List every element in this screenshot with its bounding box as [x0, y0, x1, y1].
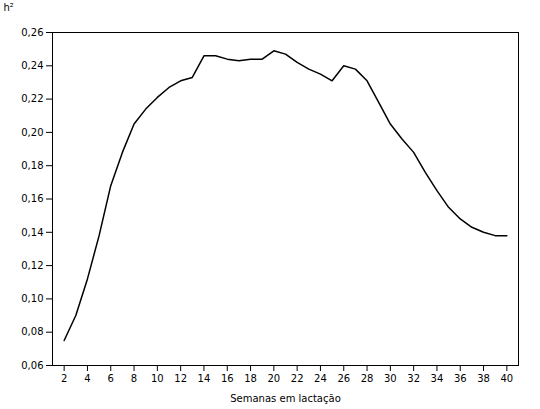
svg-text:0,16: 0,16	[21, 193, 43, 204]
svg-text:38: 38	[477, 373, 490, 384]
svg-text:10: 10	[151, 373, 164, 384]
svg-text:0,26: 0,26	[21, 27, 43, 38]
svg-text:16: 16	[221, 373, 234, 384]
svg-text:Semanas em lactação: Semanas em lactação	[230, 393, 341, 404]
svg-text:0,22: 0,22	[21, 93, 43, 104]
svg-text:18: 18	[244, 373, 257, 384]
svg-text:0,12: 0,12	[21, 260, 43, 271]
svg-text:0,08: 0,08	[21, 326, 43, 337]
svg-text:14: 14	[198, 373, 211, 384]
svg-text:40: 40	[500, 373, 513, 384]
svg-text:12: 12	[174, 373, 187, 384]
svg-text:0,06: 0,06	[21, 360, 43, 371]
svg-text:0,14: 0,14	[21, 227, 43, 238]
svg-text:34: 34	[431, 373, 444, 384]
svg-text:0,20: 0,20	[21, 127, 43, 138]
svg-text:0,18: 0,18	[21, 160, 43, 171]
svg-text:28: 28	[361, 373, 374, 384]
svg-text:24: 24	[314, 373, 327, 384]
svg-text:22: 22	[291, 373, 304, 384]
svg-text:20: 20	[267, 373, 280, 384]
svg-text:6: 6	[108, 373, 114, 384]
svg-text:30: 30	[384, 373, 397, 384]
svg-text:26: 26	[337, 373, 350, 384]
svg-text:0,10: 0,10	[21, 293, 43, 304]
svg-text:0,24: 0,24	[21, 60, 43, 71]
svg-text:4: 4	[84, 373, 90, 384]
svg-text:2: 2	[61, 373, 67, 384]
svg-text:8: 8	[131, 373, 137, 384]
svg-text:36: 36	[454, 373, 467, 384]
svg-text:h²: h²	[4, 2, 14, 13]
svg-text:32: 32	[407, 373, 420, 384]
